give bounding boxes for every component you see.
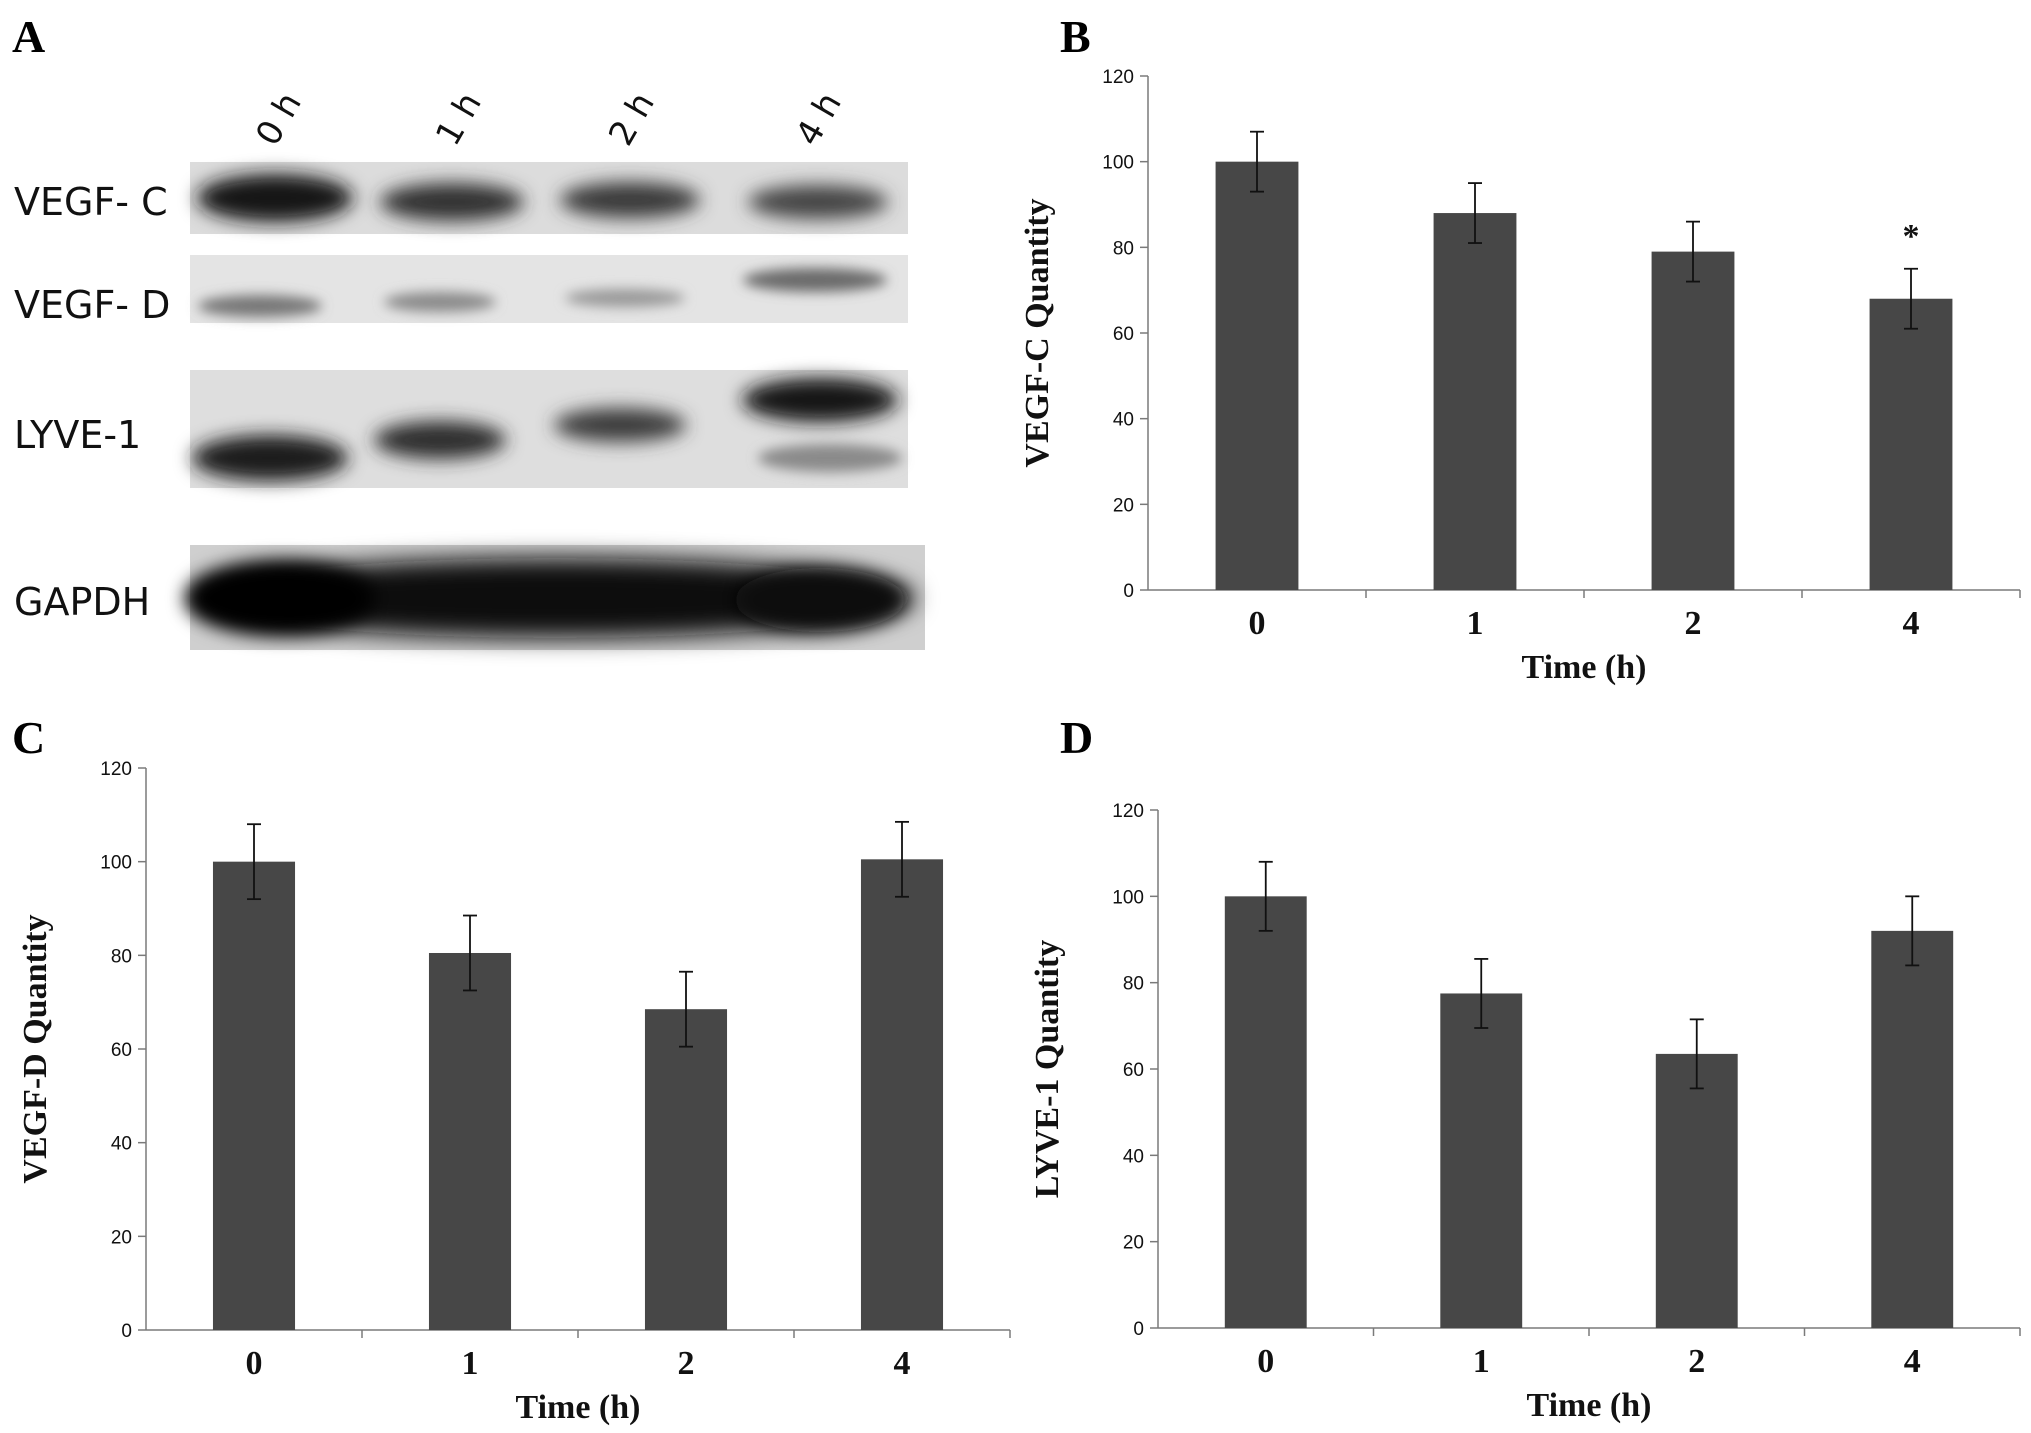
error-bar-d-4 (1905, 895, 1920, 967)
y-tick-label-b: 0 (1123, 581, 1134, 602)
panel-letter-c: C (12, 712, 46, 763)
y-tick-label-b: 100 (1102, 153, 1134, 174)
y-tick-label-b: 120 (1102, 67, 1134, 88)
significance-marker-b: * (1903, 218, 1920, 255)
x-tick-label-b-2: 2 (1685, 605, 1702, 642)
y-tick-label-c: 60 (111, 1040, 132, 1061)
blot-strip-vegf-c (190, 162, 908, 234)
x-tick-label-c-2: 2 (678, 1345, 695, 1382)
y-axis-title-d: LYVE-1 Quantity (1029, 940, 1066, 1199)
x-axis-title-d: Time (h) (1527, 1387, 1652, 1424)
error-bar-d-0 (1258, 860, 1273, 932)
x-tick-label-b-0: 0 (1249, 605, 1266, 642)
bar-b-1 (1433, 213, 1517, 591)
error-bar-d-1 (1474, 958, 1489, 1029)
y-tick-label-d: 80 (1123, 974, 1144, 995)
error-bar-b-4 (1904, 267, 1918, 330)
panel-letter-b: B (1060, 11, 1091, 62)
bar-d-4 (1871, 930, 1954, 1328)
y-tick-label-d: 60 (1123, 1060, 1144, 1081)
x-tick-label-c-0: 0 (246, 1345, 263, 1382)
error-bar-b-2 (1686, 220, 1700, 283)
bar-d-1 (1440, 993, 1523, 1328)
x-tick-label-d-0: 0 (1257, 1343, 1274, 1380)
protein-label-vegf-d: VEGF- D (14, 283, 170, 327)
x-tick-label-d-1: 1 (1473, 1343, 1490, 1380)
error-bar-c-4 (895, 820, 909, 898)
y-tick-label-d: 120 (1112, 801, 1144, 822)
x-tick-label-b-4: 4 (1903, 605, 1920, 642)
y-tick-label-d: 20 (1123, 1233, 1144, 1254)
y-tick-label-d: 40 (1123, 1146, 1144, 1167)
protein-label-gapdh: GAPDH (14, 580, 150, 624)
protein-label-lyve-1: LYVE-1 (14, 413, 141, 457)
error-bar-b-1 (1468, 182, 1482, 244)
bar-d-2 (1655, 1053, 1738, 1328)
y-tick-label-d: 100 (1112, 887, 1144, 908)
y-tick-label-c: 80 (111, 946, 132, 967)
y-tick-label-c: 40 (111, 1134, 132, 1155)
blot-strip-lyve-1 (190, 370, 908, 488)
bar-c-1 (428, 952, 512, 1330)
x-tick-label-b-1: 1 (1467, 605, 1484, 642)
y-tick-label-c: 20 (111, 1227, 132, 1248)
error-bar-b-0 (1250, 130, 1264, 193)
y-tick-label-b: 20 (1113, 495, 1134, 516)
bar-d-0 (1224, 896, 1307, 1328)
protein-label-vegf-c: VEGF- C (14, 180, 168, 224)
x-tick-label-d-2: 2 (1688, 1343, 1705, 1380)
x-axis-title-c: Time (h) (516, 1389, 641, 1426)
panel-letter-d: D (1060, 712, 1094, 763)
bar-b-0 (1215, 161, 1299, 590)
y-tick-label-d: 0 (1133, 1319, 1144, 1340)
error-bar-c-2 (679, 970, 693, 1048)
blot-strip-gapdh (185, 545, 925, 650)
y-tick-label-c: 120 (100, 759, 132, 780)
y-tick-label-c: 0 (121, 1321, 132, 1342)
x-tick-label-c-4: 4 (894, 1345, 911, 1382)
error-bar-c-1 (463, 914, 477, 992)
y-axis-title-b: VEGF-C Quantity (1019, 198, 1056, 467)
bar-b-4 (1869, 298, 1953, 590)
panel-letter-a: A (12, 11, 46, 62)
x-tick-label-d-4: 4 (1904, 1343, 1921, 1380)
error-bar-c-0 (247, 823, 261, 901)
y-axis-title-c: VEGF-D Quantity (17, 914, 54, 1183)
western-blot-image: 0 h 1 h 2 h 4 h VEGF- C VEGF- D LYVE-1 G… (14, 86, 925, 650)
bar-c-0 (212, 861, 296, 1330)
bar-c-2 (644, 1009, 728, 1330)
y-tick-label-b: 80 (1113, 238, 1134, 259)
y-tick-label-b: 40 (1113, 410, 1134, 431)
y-tick-label-b: 60 (1113, 324, 1134, 345)
x-tick-label-c-1: 1 (462, 1345, 479, 1382)
bar-b-2 (1651, 251, 1735, 590)
y-tick-label-c: 100 (100, 853, 132, 874)
error-bar-d-2 (1689, 1018, 1704, 1090)
x-axis-title-b: Time (h) (1522, 649, 1647, 686)
bar-c-4 (860, 859, 944, 1330)
blot-strip-vegf-d (190, 255, 908, 323)
